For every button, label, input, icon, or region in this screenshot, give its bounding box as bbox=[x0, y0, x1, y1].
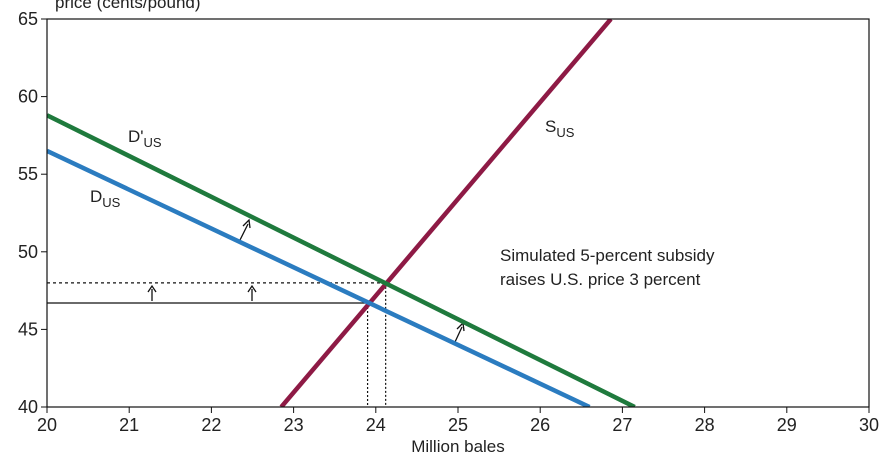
x-tick-label: 22 bbox=[201, 415, 221, 435]
x-tick-label: 28 bbox=[695, 415, 715, 435]
y-tick-label: 60 bbox=[18, 87, 38, 107]
series-name: D' bbox=[128, 127, 144, 146]
series-line bbox=[47, 148, 591, 407]
series-label: SUS bbox=[545, 117, 575, 140]
series-line bbox=[47, 113, 636, 407]
x-tick-label: 29 bbox=[777, 415, 797, 435]
series-label: DUS bbox=[90, 187, 121, 210]
x-tick-label: 25 bbox=[448, 415, 468, 435]
x-tick-label: 26 bbox=[530, 415, 550, 435]
x-tick-label: 21 bbox=[119, 415, 139, 435]
series-label: D'US bbox=[128, 127, 162, 150]
lines bbox=[47, 19, 636, 407]
annotation: raises U.S. price 3 percent bbox=[500, 270, 701, 289]
x-tick-label: 23 bbox=[284, 415, 304, 435]
y-axis-label: price (cents/pound) bbox=[55, 0, 201, 12]
x-tick-label: 20 bbox=[37, 415, 57, 435]
series-subscript: US bbox=[556, 125, 574, 140]
y-tick-label: 40 bbox=[18, 397, 38, 417]
x-tick-label: 27 bbox=[612, 415, 632, 435]
y-tick-label: 55 bbox=[18, 164, 38, 184]
series-line bbox=[279, 19, 613, 407]
x-axis-label: Million bales bbox=[411, 437, 505, 456]
x-tick-label: 30 bbox=[859, 415, 879, 435]
y-tick-label: 50 bbox=[18, 242, 38, 262]
series-name: S bbox=[545, 117, 556, 136]
y-tick-label: 45 bbox=[18, 319, 38, 339]
plot-frame bbox=[46, 18, 870, 408]
shift-arrows bbox=[147, 218, 465, 343]
y-tick-label: 65 bbox=[18, 9, 38, 29]
x-tick-label: 24 bbox=[366, 415, 386, 435]
series-subscript: US bbox=[144, 135, 162, 150]
annotation: Simulated 5-percent subsidy bbox=[500, 246, 715, 265]
series-name: D bbox=[90, 187, 102, 206]
series-subscript: US bbox=[102, 195, 120, 210]
